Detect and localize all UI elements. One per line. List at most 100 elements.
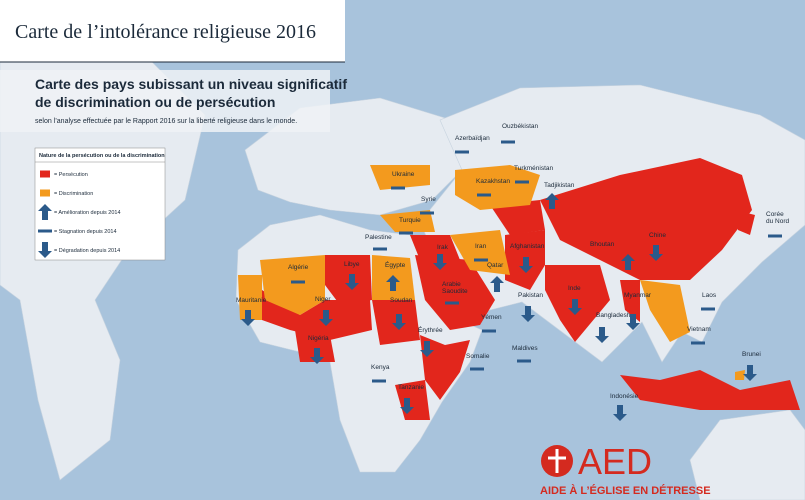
country-label: Tadjikistan bbox=[544, 182, 575, 189]
degradation-icon bbox=[519, 257, 533, 273]
degradation-icon bbox=[345, 274, 359, 290]
logo-tagline: AIDE À L’ÉGLISE EN DÉTRESSE bbox=[540, 484, 711, 497]
country-label: Égypte bbox=[385, 260, 406, 269]
improvement-icon bbox=[490, 276, 504, 292]
improvement-icon bbox=[386, 275, 400, 291]
swatch bbox=[40, 170, 50, 178]
subtitle: de discrimination ou de persécution bbox=[35, 94, 275, 110]
country-label: Bangladesh bbox=[596, 312, 631, 319]
country-label: Yémen bbox=[481, 314, 502, 321]
stagnation-icon bbox=[455, 150, 469, 154]
country-label: Afghanistan bbox=[510, 243, 545, 250]
country-label: Saoudite bbox=[442, 288, 468, 295]
country-label: Ukraine bbox=[392, 171, 415, 178]
swatch bbox=[40, 189, 50, 197]
stagnation-icon bbox=[420, 211, 434, 215]
degradation-icon bbox=[595, 327, 609, 343]
degradation-icon bbox=[649, 245, 663, 261]
subtitle-note: selon l’analyse effectuée par le Rapport… bbox=[35, 118, 297, 125]
stagnation-icon bbox=[474, 258, 488, 262]
country-label: Érythrée bbox=[418, 325, 443, 334]
country-label: Inde bbox=[568, 285, 581, 292]
legend-item: = Amélioration depuis 2014 bbox=[54, 210, 121, 216]
stagnation-icon bbox=[399, 231, 413, 235]
country-label: Chine bbox=[649, 232, 666, 239]
stagnation-icon bbox=[691, 341, 705, 345]
title-box bbox=[0, 0, 345, 62]
country-label: Nigéria bbox=[308, 335, 329, 342]
country-label: Niger bbox=[315, 296, 331, 303]
stagnation-icon bbox=[768, 234, 782, 238]
country-label: Pakistan bbox=[518, 292, 543, 299]
country-label: Kenya bbox=[371, 364, 390, 371]
degradation-icon bbox=[400, 398, 414, 414]
stagnation-icon bbox=[38, 229, 52, 233]
degradation-icon bbox=[241, 310, 255, 326]
country-label: Qatar bbox=[487, 262, 504, 269]
degradation-icon bbox=[568, 299, 582, 315]
subtitle-box bbox=[0, 70, 330, 132]
improvement-icon bbox=[38, 204, 52, 220]
country-label: Palestine bbox=[365, 234, 392, 241]
country-label: Somalie bbox=[466, 353, 490, 360]
stagnation-icon bbox=[517, 359, 531, 363]
logo-cross bbox=[548, 449, 566, 473]
country-label: Syrie bbox=[421, 196, 436, 203]
degradation-icon bbox=[521, 306, 535, 322]
degradation-icon bbox=[319, 310, 333, 326]
country-label: Brunei bbox=[742, 351, 761, 358]
persecution-areas bbox=[262, 158, 800, 420]
stagnation-icon bbox=[501, 140, 515, 144]
country-label: Kazakhstan bbox=[476, 178, 510, 185]
country-label: Mauritanie bbox=[236, 297, 267, 304]
improvement-icon bbox=[621, 254, 635, 270]
country-label: Laos bbox=[702, 292, 717, 299]
logo: AED AIDE À L’ÉGLISE EN DÉTRESSE bbox=[540, 441, 711, 497]
country-label: Arabie bbox=[442, 281, 461, 288]
country-label: Tanzanie bbox=[398, 384, 424, 391]
legend-item: = Stagnation depuis 2014 bbox=[54, 229, 117, 235]
legend-item: = Discrimination bbox=[54, 191, 93, 197]
stagnation-icon bbox=[701, 307, 715, 311]
degradation-icon bbox=[433, 254, 447, 270]
legend-box bbox=[34, 147, 166, 261]
improvement-icon bbox=[545, 193, 559, 209]
country-label: Soudan bbox=[390, 297, 413, 304]
stagnation-icon bbox=[470, 367, 484, 371]
stagnation-icon bbox=[445, 301, 459, 305]
legend-title: Nature de la persécution ou de la discri… bbox=[39, 153, 165, 159]
country-label: Algérie bbox=[288, 264, 309, 271]
country-label: Bhoutan bbox=[590, 241, 615, 248]
country-label: du Nord bbox=[766, 218, 790, 225]
stagnation-icon bbox=[291, 280, 305, 284]
title: Carte de l’intolérance religieuse 2016 bbox=[15, 21, 316, 43]
legend: = Persécution = Discrimination = Améliorat… bbox=[38, 170, 121, 258]
degradation-icon bbox=[392, 314, 406, 330]
stagnation-icon bbox=[373, 247, 387, 251]
logo-name: AED bbox=[578, 441, 652, 482]
legend-item: = Dégradation depuis 2014 bbox=[54, 248, 120, 254]
degradation-icon bbox=[420, 341, 434, 357]
country-label: Turkménistan bbox=[514, 165, 554, 172]
country-label: Irak bbox=[437, 244, 449, 251]
degradation-icon bbox=[310, 348, 324, 364]
country-labels: Azerbaïdjan Ouzbékistan Turkménistan Kazakh… bbox=[236, 123, 790, 421]
degradation-icon bbox=[613, 405, 627, 421]
country-label: Indonésie bbox=[610, 393, 639, 400]
degradation-icon bbox=[626, 314, 640, 330]
country-label: Azerbaïdjan bbox=[455, 135, 490, 142]
degradation-icon bbox=[743, 365, 757, 381]
discrimination-areas bbox=[238, 165, 745, 380]
stagnation-icon bbox=[515, 180, 529, 184]
country-label: Vietnam bbox=[687, 326, 711, 333]
stagnation-icon bbox=[477, 193, 491, 197]
country-label: Corée bbox=[766, 211, 784, 218]
legend-item: = Persécution bbox=[54, 172, 88, 178]
country-label: Myanmar bbox=[624, 292, 652, 299]
country-label: Ouzbékistan bbox=[502, 123, 539, 130]
country-label: Maldives bbox=[512, 345, 538, 352]
stagnation-icon bbox=[482, 329, 496, 333]
